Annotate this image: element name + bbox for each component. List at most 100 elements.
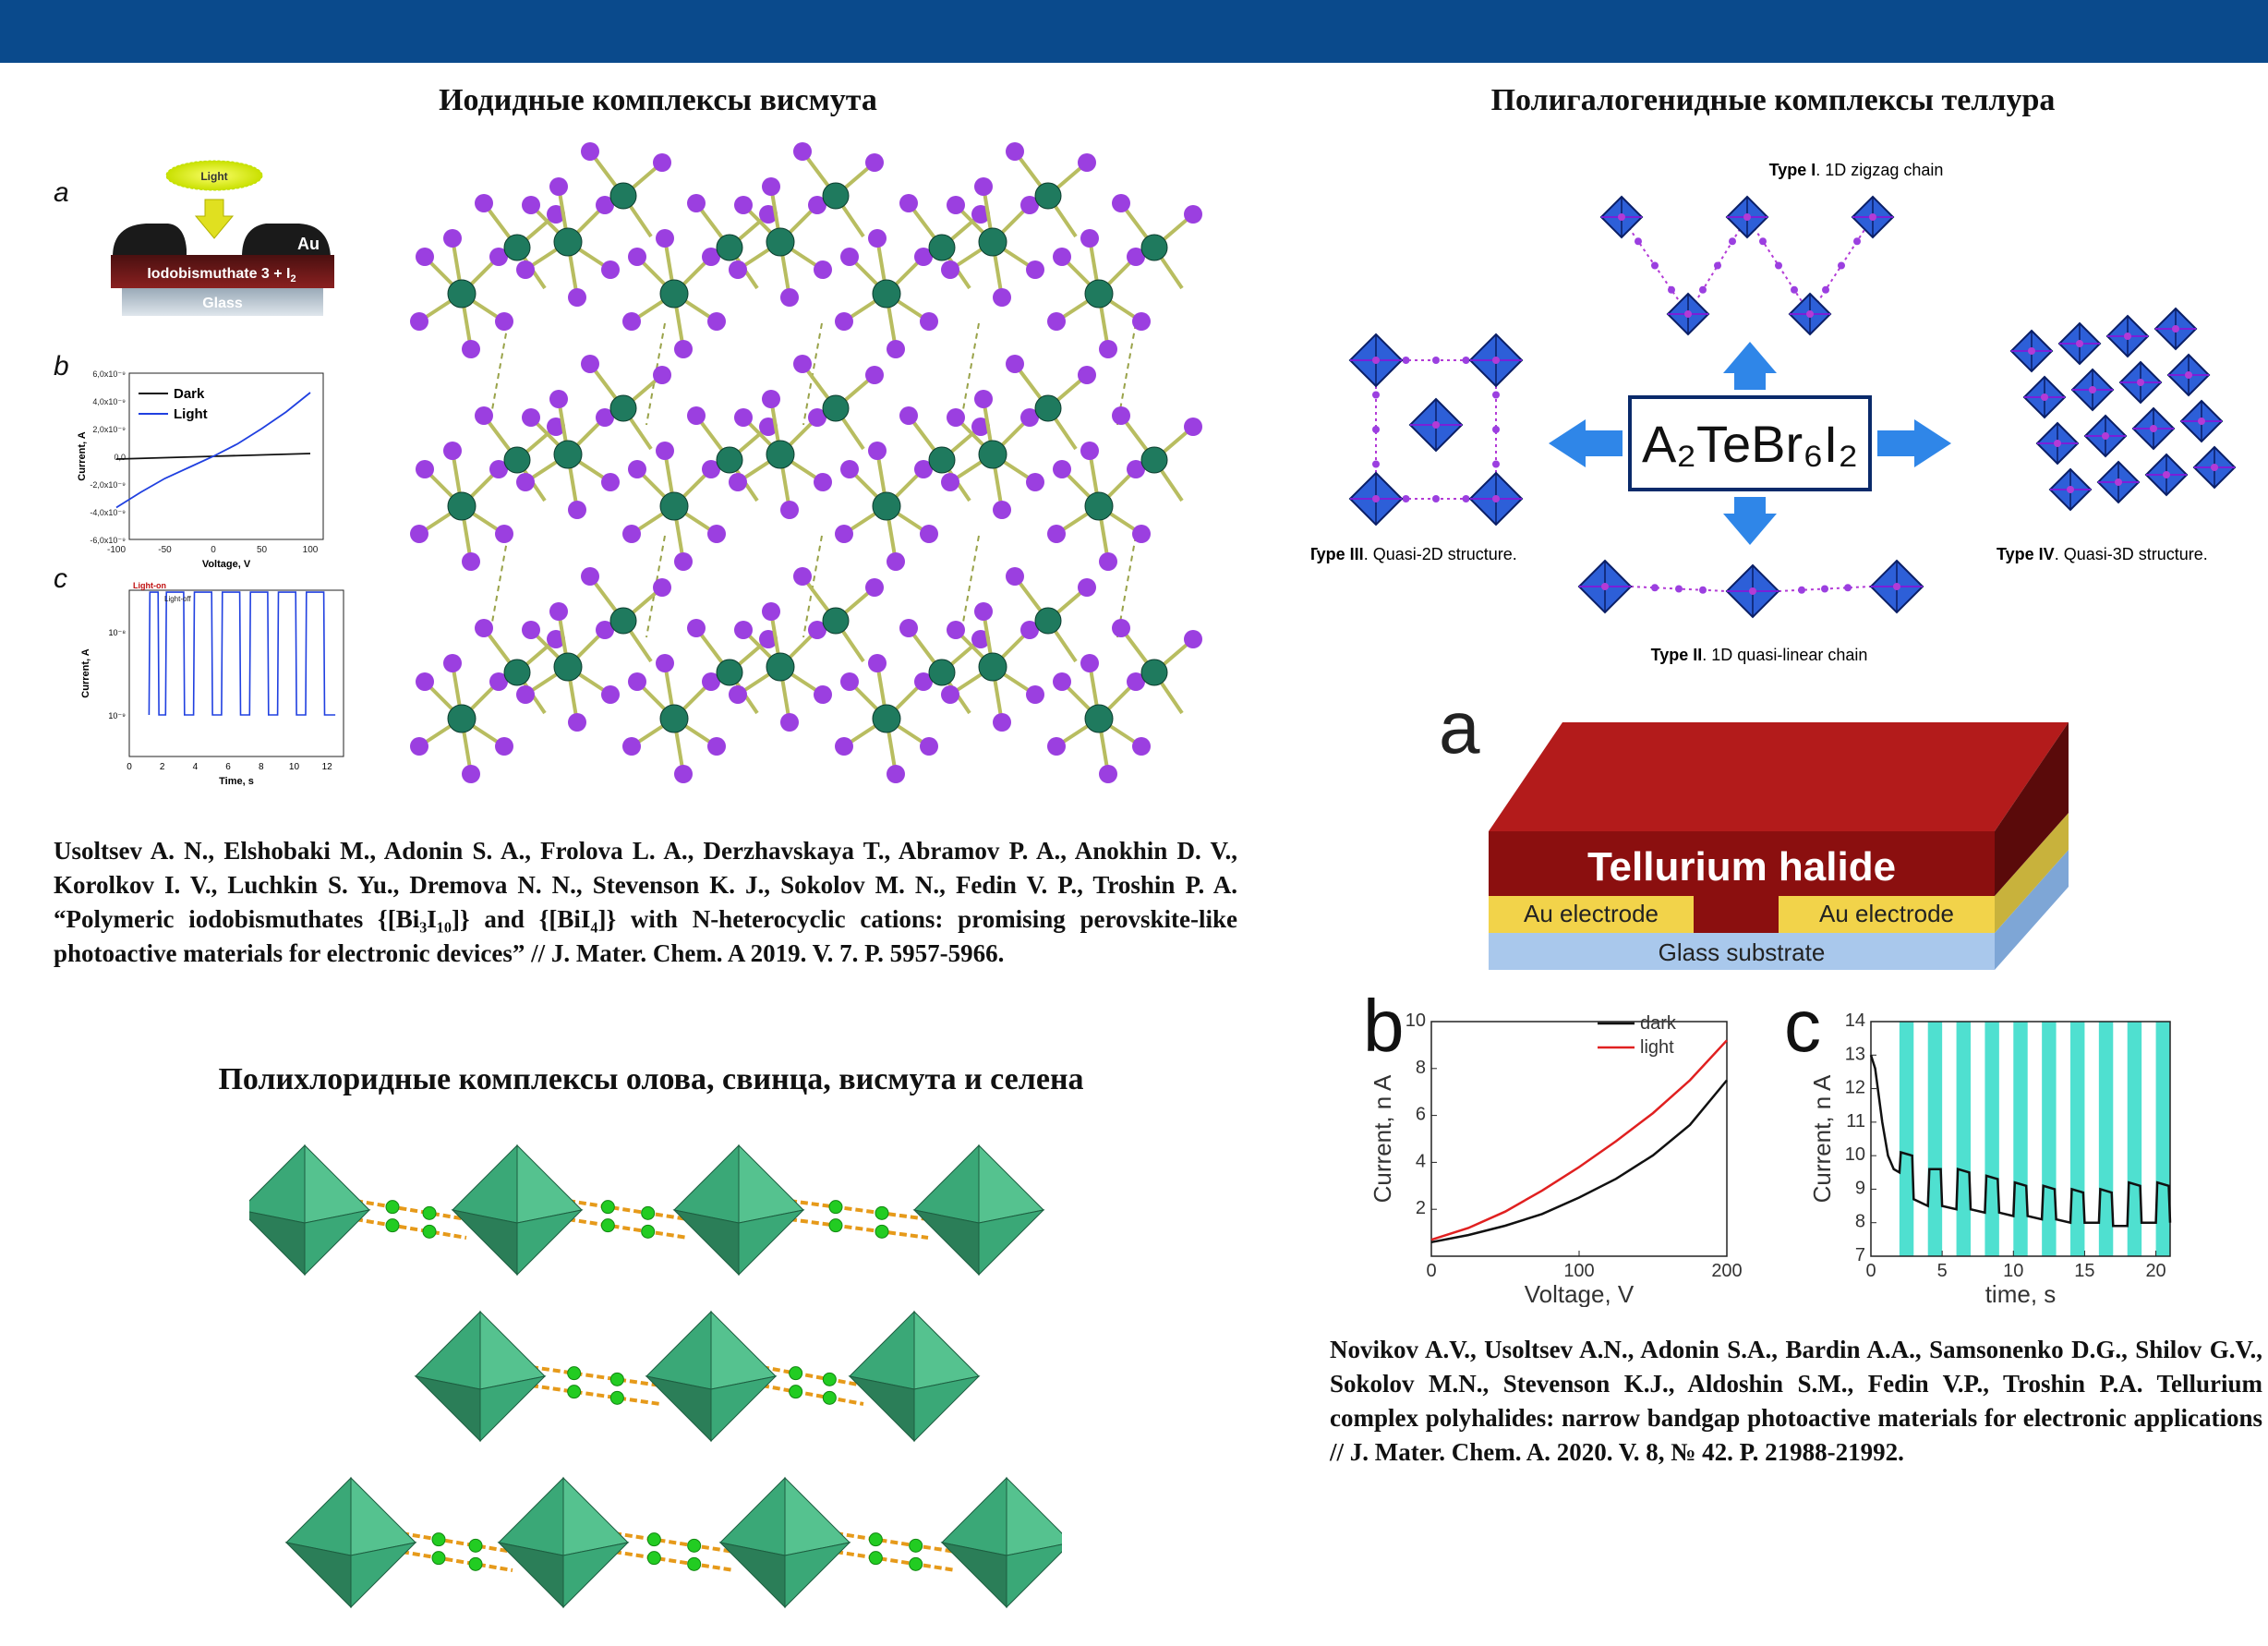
te-atom [2076, 340, 2083, 347]
bismuth-photoresponse-chart: 0 2 4 6 8 10 12 10⁻⁸ 10⁻⁹ Time, s Current, A Light-… [80, 581, 344, 787]
iodine-atom [581, 142, 599, 161]
panel-letter: c [1784, 985, 1821, 1067]
iodine-atom [814, 685, 832, 704]
iodine-atom [920, 525, 938, 543]
x-tick-label: 0 [1865, 1261, 1876, 1281]
iodine-atom [868, 442, 887, 460]
iodine-atom [1047, 312, 1066, 331]
x-tick-label: 6 [225, 762, 231, 772]
chlorine-atom [468, 1538, 483, 1553]
chlorine-atom [609, 1372, 624, 1386]
y-tick-label: 14 [1845, 1011, 1865, 1031]
iodine-atom [628, 248, 646, 266]
octahedron-face [672, 1144, 740, 1224]
iodine-atom [568, 288, 586, 307]
te-atom [1743, 213, 1751, 221]
iodine-atom [734, 408, 753, 427]
halogen-atom [1651, 584, 1659, 592]
y-axis-label: Current, n A [1369, 1074, 1396, 1203]
type4-caption: Type IV. Quasi-3D structure. [1997, 545, 2208, 563]
bismuth-atom [716, 446, 743, 474]
halogen-atom [1372, 391, 1380, 399]
chlorine-atom [687, 1538, 702, 1553]
iodine-atom [920, 312, 938, 331]
iodine-atom [1080, 654, 1099, 672]
bismuth-atom [822, 182, 850, 210]
series-line-light [115, 392, 311, 509]
device-panel-letter: a [1439, 686, 1480, 769]
iodine-atom [814, 260, 832, 279]
light-on-bar [1984, 1022, 1999, 1256]
octahedron-face [940, 1476, 1007, 1556]
iodine-atom [547, 205, 565, 224]
light-on-bar [2013, 1022, 2028, 1256]
iodine-atom [410, 525, 428, 543]
iodine-atom [780, 288, 799, 307]
iodine-atom [516, 685, 535, 704]
iodine-atom [522, 621, 540, 639]
y-tick-label: 4,0x10⁻⁹ [92, 397, 126, 406]
octahedron-face [516, 1209, 584, 1277]
halogen-atom [1714, 261, 1721, 270]
iodine-atom [601, 260, 620, 279]
cl-link [401, 1531, 513, 1554]
iodine-atom [887, 552, 905, 571]
halogen-atom [1402, 357, 1410, 364]
iodine-atom [1006, 142, 1024, 161]
iodine-atom [489, 248, 508, 266]
chlorine-atom [600, 1200, 615, 1215]
interlayer-contact [489, 535, 509, 638]
iodine-atom [1026, 473, 1044, 491]
iodine-atom [762, 390, 780, 408]
iodine-atom [516, 473, 535, 491]
x-tick-label: 20 [2145, 1261, 2165, 1281]
iodine-atom [1099, 340, 1117, 358]
octahedron-face [710, 1375, 778, 1443]
iodine-atom [475, 194, 493, 212]
type1-caption: Type I. 1D zigzag chain [1769, 161, 1944, 179]
iodine-atom [622, 525, 641, 543]
halogen-atom [1651, 261, 1659, 270]
bismuth-atom [1140, 659, 1168, 686]
te-atom [2054, 440, 2061, 447]
halogen-atom [1372, 426, 1380, 433]
cl-link [567, 1199, 689, 1221]
iodobismuthate-layer [111, 255, 334, 288]
halide-layer-top [1489, 722, 2069, 831]
octahedron-face [718, 1476, 786, 1556]
iodine-atom [702, 460, 720, 478]
cl-link [761, 1365, 864, 1387]
halogen-atom [1821, 585, 1828, 593]
te-atom [1684, 310, 1692, 318]
bismuth-atom [447, 279, 477, 309]
cl-link [613, 1531, 735, 1554]
iodine-atom [601, 685, 620, 704]
y-tick-label: 8 [1855, 1212, 1865, 1232]
bismuth-section-title: Иодидные комплексы висмута [439, 83, 877, 117]
iodine-atom [971, 205, 990, 224]
halogen-atom [1775, 261, 1782, 270]
iodine-atom [1132, 312, 1151, 331]
iodine-atom [674, 552, 693, 571]
bismuth-atom [553, 227, 583, 257]
y-tick-label: 10⁻⁸ [108, 628, 126, 637]
au-label: Au [297, 235, 320, 253]
iodine-atom [581, 355, 599, 373]
halogen-atom [1492, 391, 1500, 399]
iodine-atom [628, 672, 646, 691]
octahedron-face [350, 1476, 417, 1556]
cl-link [355, 1199, 467, 1221]
octahedron-face [978, 1144, 1045, 1224]
bismuth-iv-chart: 6,0x10⁻⁹ 4,0x10⁻⁹ 2,0x10⁻⁹ 0,0 -2,0x10⁻⁹ -4,0… [77, 369, 324, 570]
iodine-atom [495, 737, 513, 756]
iodine-atom [653, 578, 671, 597]
type2-caption: Type II. 1D quasi-linear chain [1651, 646, 1868, 664]
glass-label: Glass [202, 296, 243, 311]
iodine-atom [495, 525, 513, 543]
iodine-atom [974, 390, 993, 408]
bismuth-atom [447, 704, 477, 733]
x-tick-label: 5 [1937, 1261, 1948, 1281]
bismuth-atom [503, 234, 531, 261]
iodine-atom [835, 312, 853, 331]
iodine-atom [1184, 630, 1202, 648]
